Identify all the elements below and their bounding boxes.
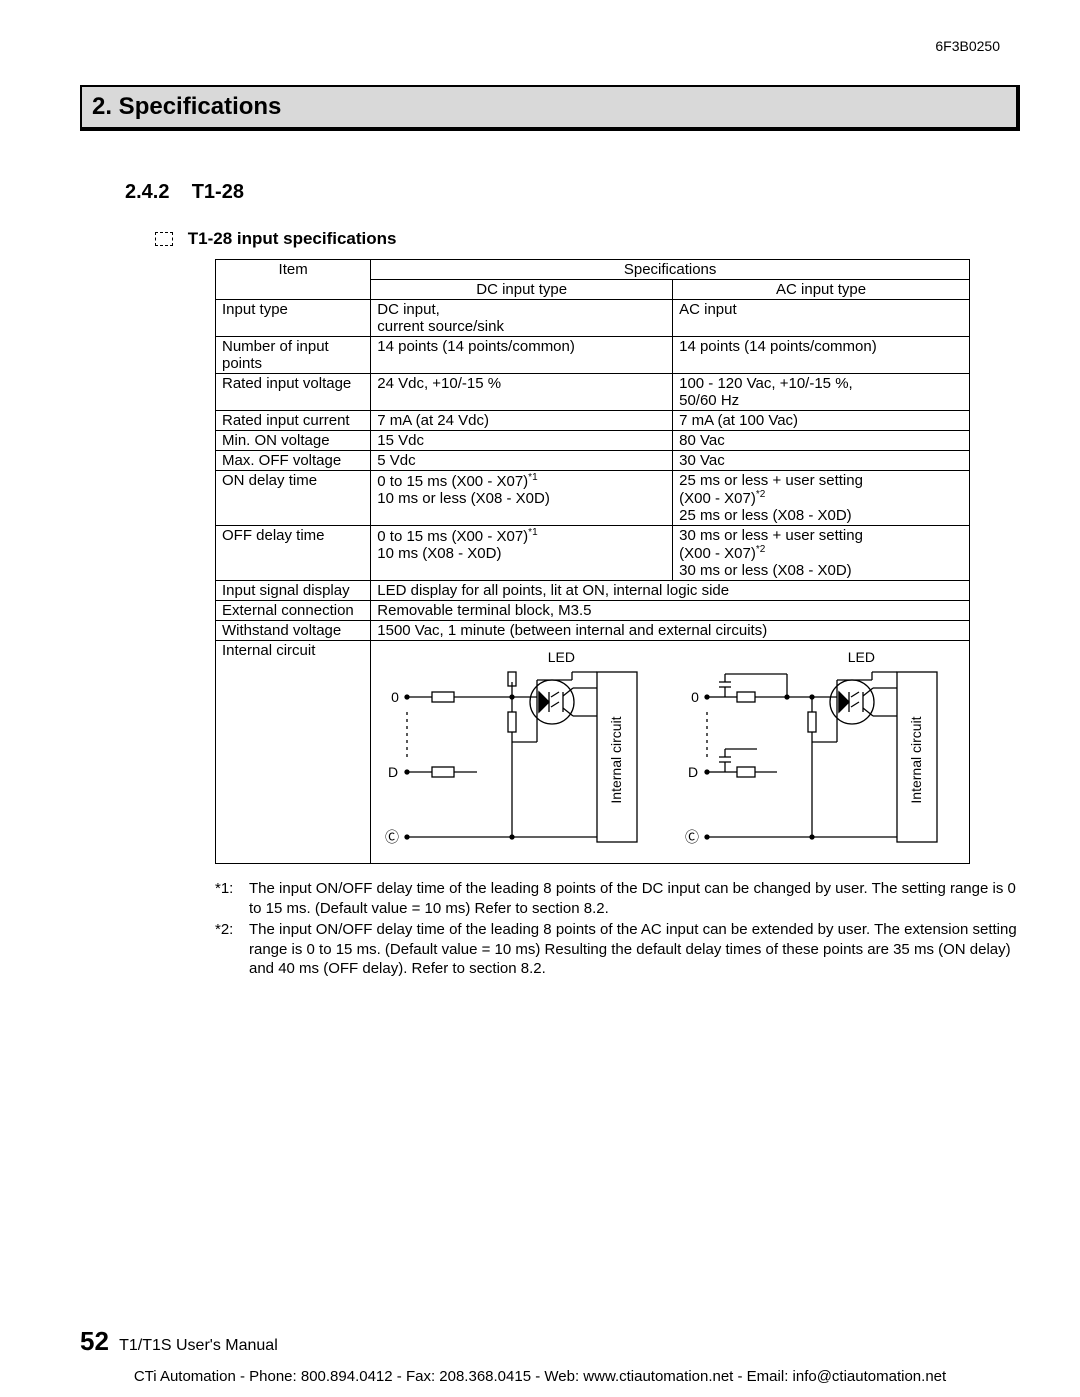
diagram-term-d: D [388, 764, 398, 780]
cell-merged: 1500 Vac, 1 minute (between internal and… [371, 621, 970, 641]
cell-ac: AC input [673, 300, 970, 337]
subsection-title: T1-28 [192, 181, 244, 203]
diagram-term-d: D [688, 764, 698, 780]
footnote-2: *2: The input ON/OFF delay time of the l… [215, 920, 1020, 979]
cell-dc: 7 mA (at 24 Vdc) [371, 411, 673, 431]
table-row: Min. ON voltage 15 Vdc 80 Vac [216, 431, 970, 451]
table-row: ON delay time 0 to 15 ms (X00 - X07)*1 1… [216, 471, 970, 526]
cell-merged: Removable terminal block, M3.5 [371, 601, 970, 621]
page-number: 52 [80, 1326, 109, 1356]
diagram-internal-circuit-label: Internal circuit [908, 716, 924, 803]
table-row: Rated input current 7 mA (at 24 Vdc) 7 m… [216, 411, 970, 431]
footnote-1: *1: The input ON/OFF delay time of the l… [215, 879, 1020, 918]
cell-diagram: LED Internal circuit 0 D Ⓒ [371, 641, 970, 864]
cell-ac: 30 ms or less + user setting (X00 - X07)… [673, 526, 970, 581]
cell-ac: 100 - 120 Vac, +10/-15 %, 50/60 Hz [673, 374, 970, 411]
cell-text: 30 ms or less + user setting [679, 527, 863, 544]
cell-label: ON delay time [216, 471, 371, 526]
subsubsection-title: T1-28 input specifications [188, 229, 397, 248]
footnote-2-text: The input ON/OFF delay time of the leadi… [249, 920, 1020, 979]
table-row: Input type DC input, current source/sink… [216, 300, 970, 337]
cell-label: Number of input points [216, 337, 371, 374]
cell-text: 25 ms or less + user setting [679, 472, 863, 489]
cell-label: Min. ON voltage [216, 431, 371, 451]
cell-sup: *2 [756, 489, 765, 500]
footnote-1-mark: *1: [215, 879, 249, 918]
col-item: Item [216, 260, 371, 300]
diagram-led-label: LED [548, 649, 575, 665]
table-row: Number of input points 14 points (14 poi… [216, 337, 970, 374]
cell-ac: 14 points (14 points/common) [673, 337, 970, 374]
page-footer: 52 T1/T1S User's Manual [80, 1326, 278, 1357]
ac-circuit-diagram: LED Internal circuit 0 D Ⓒ [677, 642, 957, 862]
col-dc: DC input type [371, 280, 673, 300]
diagram-term-0: 0 [691, 689, 699, 705]
cell-ac: 7 mA (at 100 Vac) [673, 411, 970, 431]
bullet-box-icon [155, 232, 173, 246]
cell-dc: 24 Vdc, +10/-15 % [371, 374, 673, 411]
subsubsection-heading: T1-28 input specifications [155, 229, 1020, 249]
cell-dc: DC input, current source/sink [371, 300, 673, 337]
subsection-number: 2.4.2 [125, 181, 169, 203]
cell-ac: 80 Vac [673, 431, 970, 451]
cell-sup: *1 [528, 472, 537, 483]
table-row: Withstand voltage 1500 Vac, 1 minute (be… [216, 621, 970, 641]
diagram-term-0: 0 [391, 689, 399, 705]
diagram-led-label: LED [848, 649, 875, 665]
cell-text: 30 ms or less (X08 - X0D) [679, 562, 852, 579]
cell-text: 10 ms or less (X08 - X0D) [377, 490, 550, 507]
col-spec: Specifications [371, 260, 970, 280]
cell-label: Withstand voltage [216, 621, 371, 641]
distributor-line: CTi Automation - Phone: 800.894.0412 - F… [40, 1368, 1040, 1385]
cell-dc: 14 points (14 points/common) [371, 337, 673, 374]
cell-dc: 0 to 15 ms (X00 - X07)*1 10 ms (X08 - X0… [371, 526, 673, 581]
table-row: Max. OFF voltage 5 Vdc 30 Vac [216, 451, 970, 471]
diagram-internal-circuit-label: Internal circuit [608, 716, 624, 803]
diagram-term-c: Ⓒ [385, 829, 399, 845]
table-row: Internal circuit [216, 641, 970, 864]
section-title-bar: 2. Specifications [80, 85, 1020, 131]
diagram-term-c: Ⓒ [685, 829, 699, 845]
cell-label: Rated input current [216, 411, 371, 431]
cell-label: OFF delay time [216, 526, 371, 581]
subsection-heading: 2.4.2 T1-28 [125, 181, 1020, 204]
cell-sup: *1 [528, 527, 537, 538]
page: 6F3B0250 2. Specifications 2.4.2 T1-28 T… [0, 0, 1080, 1397]
cell-label: Rated input voltage [216, 374, 371, 411]
table-header-row-1: Item Specifications [216, 260, 970, 280]
cell-text: 0 to 15 ms (X00 - X07) [377, 528, 528, 545]
cell-text: 0 to 15 ms (X00 - X07) [377, 473, 528, 490]
cell-text: 10 ms (X08 - X0D) [377, 545, 501, 562]
cell-sup: *2 [756, 544, 765, 555]
footnote-1-text: The input ON/OFF delay time of the leadi… [249, 879, 1020, 918]
manual-title: T1/T1S User's Manual [119, 1337, 278, 1354]
table-row: External connection Removable terminal b… [216, 601, 970, 621]
cell-label: External connection [216, 601, 371, 621]
table-row: Input signal display LED display for all… [216, 581, 970, 601]
cell-label: Input type [216, 300, 371, 337]
table-row: Rated input voltage 24 Vdc, +10/-15 % 10… [216, 374, 970, 411]
document-id: 6F3B0250 [935, 38, 1000, 54]
cell-text: (X00 - X07) [679, 545, 756, 562]
cell-merged: LED display for all points, lit at ON, i… [371, 581, 970, 601]
table-row: OFF delay time 0 to 15 ms (X00 - X07)*1 … [216, 526, 970, 581]
col-ac: AC input type [673, 280, 970, 300]
cell-dc: 0 to 15 ms (X00 - X07)*1 10 ms or less (… [371, 471, 673, 526]
cell-ac: 30 Vac [673, 451, 970, 471]
cell-text: 25 ms or less (X08 - X0D) [679, 507, 852, 524]
footnote-2-mark: *2: [215, 920, 249, 979]
cell-label: Internal circuit [216, 641, 371, 864]
footnotes: *1: The input ON/OFF delay time of the l… [215, 879, 1020, 979]
cell-text: (X00 - X07) [679, 490, 756, 507]
spec-table: Item Specifications DC input type AC inp… [215, 259, 970, 864]
cell-ac: 25 ms or less + user setting (X00 - X07)… [673, 471, 970, 526]
cell-label: Max. OFF voltage [216, 451, 371, 471]
cell-dc: 5 Vdc [371, 451, 673, 471]
cell-dc: 15 Vdc [371, 431, 673, 451]
cell-label: Input signal display [216, 581, 371, 601]
dc-circuit-diagram: LED Internal circuit 0 D Ⓒ [377, 642, 657, 862]
